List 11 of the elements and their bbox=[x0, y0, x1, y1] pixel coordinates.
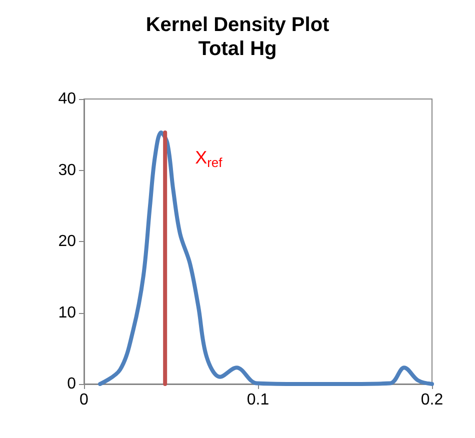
y-tick-label: 40 bbox=[58, 90, 76, 108]
x-tick-label: 0 bbox=[80, 392, 89, 408]
y-tick-label: 30 bbox=[58, 162, 76, 179]
y-tick-label: 0 bbox=[67, 376, 76, 392]
x-tick-label: 0.2 bbox=[420, 392, 444, 408]
x-tick-label: 0.1 bbox=[246, 392, 270, 408]
chart-subtitle: Total Hg bbox=[198, 38, 277, 60]
chart-title: Kernel Density Plot bbox=[146, 14, 330, 36]
y-tick-label: 10 bbox=[58, 304, 76, 322]
y-tick-label: 20 bbox=[58, 233, 76, 250]
line-series bbox=[98, 130, 434, 386]
